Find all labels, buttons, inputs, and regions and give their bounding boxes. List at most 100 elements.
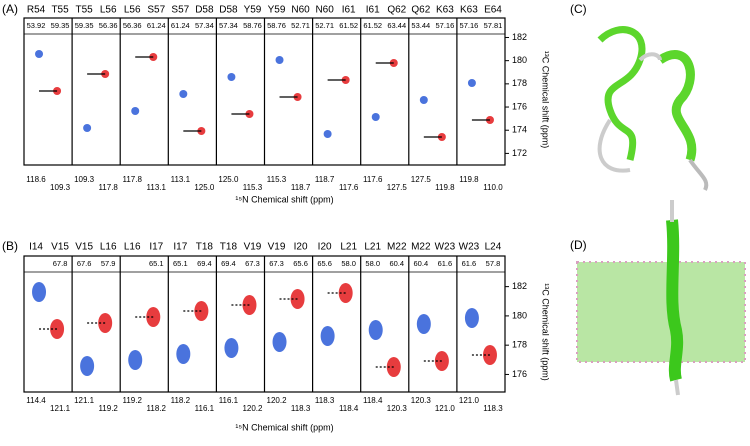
residue-label: V19 xyxy=(268,242,286,253)
y-axis-title: ¹³C Chemical shift (ppm) xyxy=(541,283,551,381)
carbon-shift: 60.4 xyxy=(414,259,429,268)
nitrogen-shift: 117.8 xyxy=(98,183,118,192)
carbon-shift: 53.44 xyxy=(411,21,430,30)
panel-letter: (D) xyxy=(570,238,587,252)
residue-label: T55 xyxy=(51,5,69,16)
carbon-shift: 67.3 xyxy=(269,259,284,268)
nitrogen-shift: 118.6 xyxy=(26,175,46,184)
residue-label: M22 xyxy=(411,242,431,253)
nitrogen-shift: 113.1 xyxy=(171,175,191,184)
carbon-shift: 61.24 xyxy=(147,21,166,30)
residue-label: M22 xyxy=(387,242,407,253)
peak xyxy=(482,345,497,365)
residue-label: I20 xyxy=(318,242,332,253)
nitrogen-shift: 119.2 xyxy=(98,404,118,413)
nitrogen-shift: 121.0 xyxy=(435,404,456,413)
carbon-shift: 65.6 xyxy=(293,259,308,268)
nitrogen-shift: 127.5 xyxy=(411,175,432,184)
peak xyxy=(386,357,401,377)
carbon-shift: 57.8 xyxy=(486,259,501,268)
x-axis-title: ¹⁵N Chemical shift (ppm) xyxy=(235,422,333,432)
carbon-shift: 69.4 xyxy=(221,259,236,268)
carbon-shift: 57.34 xyxy=(195,21,214,30)
carbon-shift: 52.71 xyxy=(291,21,310,30)
peak xyxy=(467,79,476,87)
nitrogen-shift: 119.2 xyxy=(123,396,143,405)
peak xyxy=(419,96,428,104)
residue-label: I61 xyxy=(366,5,380,16)
peak xyxy=(131,107,140,115)
panel-letter: (C) xyxy=(570,2,587,16)
y-axis-title: ¹³C Chemical shift (ppm) xyxy=(541,51,551,149)
nitrogen-shift: 125.0 xyxy=(218,175,239,184)
residue-label: W23 xyxy=(435,242,456,253)
peak xyxy=(176,344,191,364)
y-tick-label: 182 xyxy=(512,281,527,291)
carbon-shift: 63.44 xyxy=(387,21,406,30)
nitrogen-shift: 121.1 xyxy=(50,404,71,413)
carbon-shift: 57.16 xyxy=(435,21,454,30)
structure-c xyxy=(597,26,709,191)
residue-label: S57 xyxy=(171,5,189,16)
residue-label: Y59 xyxy=(244,5,262,16)
residue-label: I61 xyxy=(342,5,356,16)
peak xyxy=(338,283,353,303)
residue-label: I17 xyxy=(173,242,187,253)
residue-label: L24 xyxy=(485,242,502,253)
residue-label: K63 xyxy=(460,5,478,16)
residue-label: W23 xyxy=(459,242,480,253)
nitrogen-shift: 109.3 xyxy=(50,183,71,192)
nitrogen-shift: 117.6 xyxy=(363,175,383,184)
carbon-shift: 57.9 xyxy=(101,259,116,268)
nitrogen-shift: 118.3 xyxy=(291,404,311,413)
residue-label: T55 xyxy=(76,5,94,16)
residue-label: N60 xyxy=(315,5,334,16)
residue-label: L56 xyxy=(124,5,141,16)
residue-label: I17 xyxy=(149,242,163,253)
nitrogen-shift: 121.0 xyxy=(459,396,480,405)
peak xyxy=(227,73,236,81)
carbon-shift: 58.76 xyxy=(243,21,262,30)
y-tick-label: 176 xyxy=(512,101,527,111)
residue-label: K63 xyxy=(436,5,454,16)
nitrogen-shift: 119.8 xyxy=(459,175,479,184)
residue-label: I14 xyxy=(29,242,43,253)
peak xyxy=(275,56,284,64)
y-tick-label: 176 xyxy=(512,369,527,379)
carbon-shift: 65.1 xyxy=(173,259,188,268)
peak xyxy=(146,307,161,327)
peak xyxy=(98,313,113,333)
nitrogen-shift: 120.3 xyxy=(387,404,408,413)
peak xyxy=(35,50,44,58)
residue-label: T18 xyxy=(196,242,214,253)
carbon-shift: 56.36 xyxy=(123,21,142,30)
carbon-shift: 60.4 xyxy=(389,259,404,268)
residue-label: L16 xyxy=(100,242,117,253)
nitrogen-shift: 117.8 xyxy=(123,175,143,184)
peak xyxy=(371,113,380,121)
residue-label: D58 xyxy=(195,5,214,16)
peak xyxy=(323,130,332,138)
carbon-shift: 67.8 xyxy=(53,259,68,268)
y-tick-label: 178 xyxy=(512,78,527,88)
peak xyxy=(434,351,449,371)
peak xyxy=(368,320,383,340)
nitrogen-shift: 120.2 xyxy=(267,396,288,405)
residue-label: L16 xyxy=(124,242,141,253)
carbon-shift: 67.6 xyxy=(77,259,92,268)
peak xyxy=(416,314,431,334)
carbon-shift: 59.35 xyxy=(51,21,70,30)
nitrogen-shift: 119.8 xyxy=(435,183,455,192)
y-tick-label: 172 xyxy=(512,148,527,158)
nitrogen-shift: 116.1 xyxy=(195,404,215,413)
carbon-shift: 58.76 xyxy=(267,21,286,30)
carbon-shift: 67.3 xyxy=(245,259,260,268)
peak xyxy=(83,124,92,132)
carbon-shift: 65.1 xyxy=(149,259,164,268)
nitrogen-shift: 110.0 xyxy=(483,183,503,192)
peak xyxy=(80,356,95,376)
peak xyxy=(464,308,479,328)
residue-label: Q62 xyxy=(411,5,430,16)
residue-label: L21 xyxy=(340,242,357,253)
